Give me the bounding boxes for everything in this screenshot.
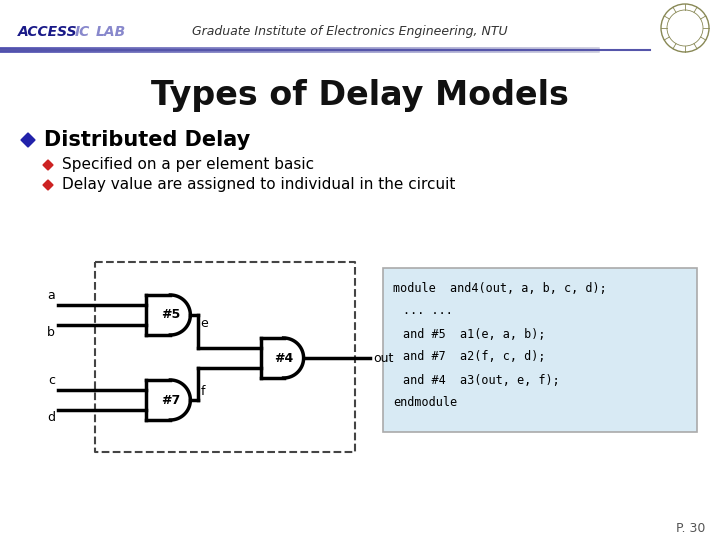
Text: e: e xyxy=(200,317,208,330)
Text: Graduate Institute of Electronics Engineering, NTU: Graduate Institute of Electronics Engine… xyxy=(192,25,508,38)
Text: #5: #5 xyxy=(161,308,181,321)
Text: a: a xyxy=(48,289,55,302)
Text: module  and4(out, a, b, c, d);: module and4(out, a, b, c, d); xyxy=(393,281,607,294)
Text: out: out xyxy=(373,352,393,365)
Text: LAB: LAB xyxy=(96,25,126,39)
Text: #7: #7 xyxy=(161,394,181,407)
Polygon shape xyxy=(21,133,35,147)
Text: Distributed Delay: Distributed Delay xyxy=(44,130,251,150)
Text: endmodule: endmodule xyxy=(393,396,457,409)
Text: IC: IC xyxy=(75,25,90,39)
Text: f: f xyxy=(200,385,205,398)
Text: ... ...: ... ... xyxy=(403,305,453,318)
Polygon shape xyxy=(43,180,53,190)
Text: and #7  a2(f, c, d);: and #7 a2(f, c, d); xyxy=(403,350,546,363)
Text: Specified on a per element basic: Specified on a per element basic xyxy=(62,158,314,172)
Text: P. 30: P. 30 xyxy=(675,522,705,535)
FancyBboxPatch shape xyxy=(383,268,697,432)
Text: and #5  a1(e, a, b);: and #5 a1(e, a, b); xyxy=(403,327,546,341)
Text: Delay value are assigned to individual in the circuit: Delay value are assigned to individual i… xyxy=(62,178,455,192)
Text: c: c xyxy=(48,374,55,387)
Text: b: b xyxy=(47,326,55,339)
Text: #4: #4 xyxy=(274,352,294,365)
Text: ACCESS: ACCESS xyxy=(18,25,78,39)
Polygon shape xyxy=(43,160,53,170)
Text: and #4  a3(out, e, f);: and #4 a3(out, e, f); xyxy=(403,374,559,387)
Text: Types of Delay Models: Types of Delay Models xyxy=(151,78,569,111)
Text: d: d xyxy=(47,411,55,424)
